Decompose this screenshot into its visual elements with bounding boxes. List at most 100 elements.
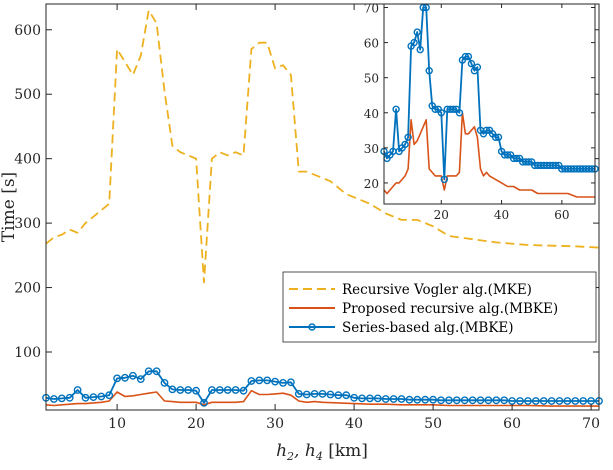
inset-marker-series <box>525 158 533 166</box>
main-marker-series <box>405 395 414 404</box>
inset-marker-series <box>413 28 421 36</box>
main-y-tick-label: 600 <box>14 23 41 39</box>
main-marker-series <box>539 397 548 405</box>
inset-plot-frame <box>383 3 596 205</box>
main-plot-frame <box>45 3 600 411</box>
legend-label-mbke: Proposed recursive alg.(MBKE) <box>342 301 558 317</box>
inset-y-tick-label: 70 <box>364 2 379 16</box>
inset-marker-series <box>437 109 445 117</box>
main-x-tick-label: 50 <box>424 416 442 432</box>
inset-marker-series <box>401 140 409 149</box>
main-y-tick-label: 400 <box>14 152 41 168</box>
inset-marker-series <box>425 66 433 75</box>
main-marker-series <box>389 395 398 403</box>
inset-marker-series <box>404 133 412 142</box>
main-marker-series <box>81 393 90 402</box>
main-axis-ticks: 10 20 30 40 50 60 70 100 200 300 400 500 600 <box>14 4 600 432</box>
main-marker-series <box>381 395 390 403</box>
inset-y-tick-label: 30 <box>364 142 379 156</box>
main-marker-series <box>97 392 106 401</box>
inset-marker-series <box>464 52 473 61</box>
inset-series-layer <box>380 3 599 198</box>
main-marker-series <box>500 396 509 405</box>
main-x-tick-label: 70 <box>582 416 600 432</box>
main-marker-series <box>136 375 145 383</box>
main-marker-series <box>516 397 524 405</box>
inset-marker-series <box>392 105 400 114</box>
main-marker-series <box>89 393 98 401</box>
inset-marker-series <box>503 151 512 159</box>
main-marker-series <box>207 386 216 394</box>
main-marker-series <box>579 397 588 405</box>
main-marker-series <box>279 378 287 387</box>
main-marker-series <box>121 373 129 382</box>
main-marker-series <box>223 386 232 394</box>
main-marker-series <box>239 386 248 395</box>
main-marker-series <box>476 396 485 405</box>
inset-y-tick-label: 40 <box>364 107 379 121</box>
legend-swatch-series-marker <box>308 323 316 331</box>
main-x-tick-label: 30 <box>266 416 284 432</box>
main-marker-series <box>192 386 201 395</box>
inset-marker-series <box>494 133 503 142</box>
main-marker-series <box>524 397 532 405</box>
legend-box <box>282 271 597 343</box>
legend-label-mke: Recursive Vogler alg.(MKE) <box>342 282 532 298</box>
inset-marker-series <box>440 175 448 184</box>
main-marker-series <box>152 367 161 376</box>
inset-marker-series <box>512 154 521 163</box>
main-marker-series <box>460 396 469 405</box>
main-marker-series <box>310 389 319 398</box>
main-marker-series <box>484 396 493 405</box>
inset-line-mbke <box>383 112 595 198</box>
main-marker-series <box>105 391 114 400</box>
inset-x-tick-label: 20 <box>434 208 449 222</box>
main-marker-series <box>571 397 580 405</box>
main-y-tick-label: 100 <box>14 345 41 361</box>
main-marker-series <box>397 395 406 403</box>
inset-marker-series <box>461 52 470 61</box>
main-marker-series <box>65 393 74 402</box>
inset-marker-series <box>431 105 439 114</box>
main-marker-series <box>334 391 343 400</box>
main-marker-series <box>350 393 358 402</box>
inset-x-tick-label: 60 <box>554 208 569 222</box>
main-line-mke <box>45 9 600 284</box>
main-marker-series <box>373 394 382 403</box>
main-y-tick-label: 500 <box>14 87 41 103</box>
inset-x-tick-label: 40 <box>494 208 509 222</box>
main-marker-series <box>563 397 572 405</box>
main-marker-series <box>128 371 137 380</box>
inset-marker-series <box>410 38 418 47</box>
inset-marker-series <box>552 161 560 170</box>
main-marker-series <box>184 386 193 394</box>
main-marker-series <box>437 396 445 405</box>
main-marker-series <box>358 394 366 403</box>
main-marker-series <box>57 394 66 403</box>
main-marker-series <box>160 378 169 387</box>
legend: Recursive Vogler alg.(MKE) Proposed recu… <box>282 271 597 343</box>
main-marker-series <box>294 389 303 398</box>
main-marker-series <box>326 390 335 399</box>
main-marker-series <box>50 395 58 403</box>
main-marker-series <box>342 391 351 400</box>
main-marker-series <box>547 397 556 405</box>
main-marker-series <box>452 396 461 405</box>
main-x-tick-label: 10 <box>108 416 126 432</box>
main-marker-series <box>531 397 540 405</box>
inset-marker-series <box>482 126 491 135</box>
main-marker-series <box>413 395 422 404</box>
inset-marker-series <box>449 105 457 114</box>
main-series-layer <box>42 9 603 407</box>
main-marker-series <box>168 385 177 394</box>
main-marker-series <box>215 386 224 394</box>
inset-marker-series <box>455 109 464 117</box>
inset-marker-series <box>416 45 424 54</box>
y-axis-label: Time [s] <box>0 172 19 242</box>
x-axis-label: h2, h4 [km] <box>276 441 368 463</box>
main-marker-series <box>200 398 208 407</box>
inset-axis-ticks: 20 40 60 20 30 40 50 60 70 <box>364 2 595 222</box>
main-marker-series <box>365 394 374 403</box>
inset-marker-series <box>491 133 500 142</box>
